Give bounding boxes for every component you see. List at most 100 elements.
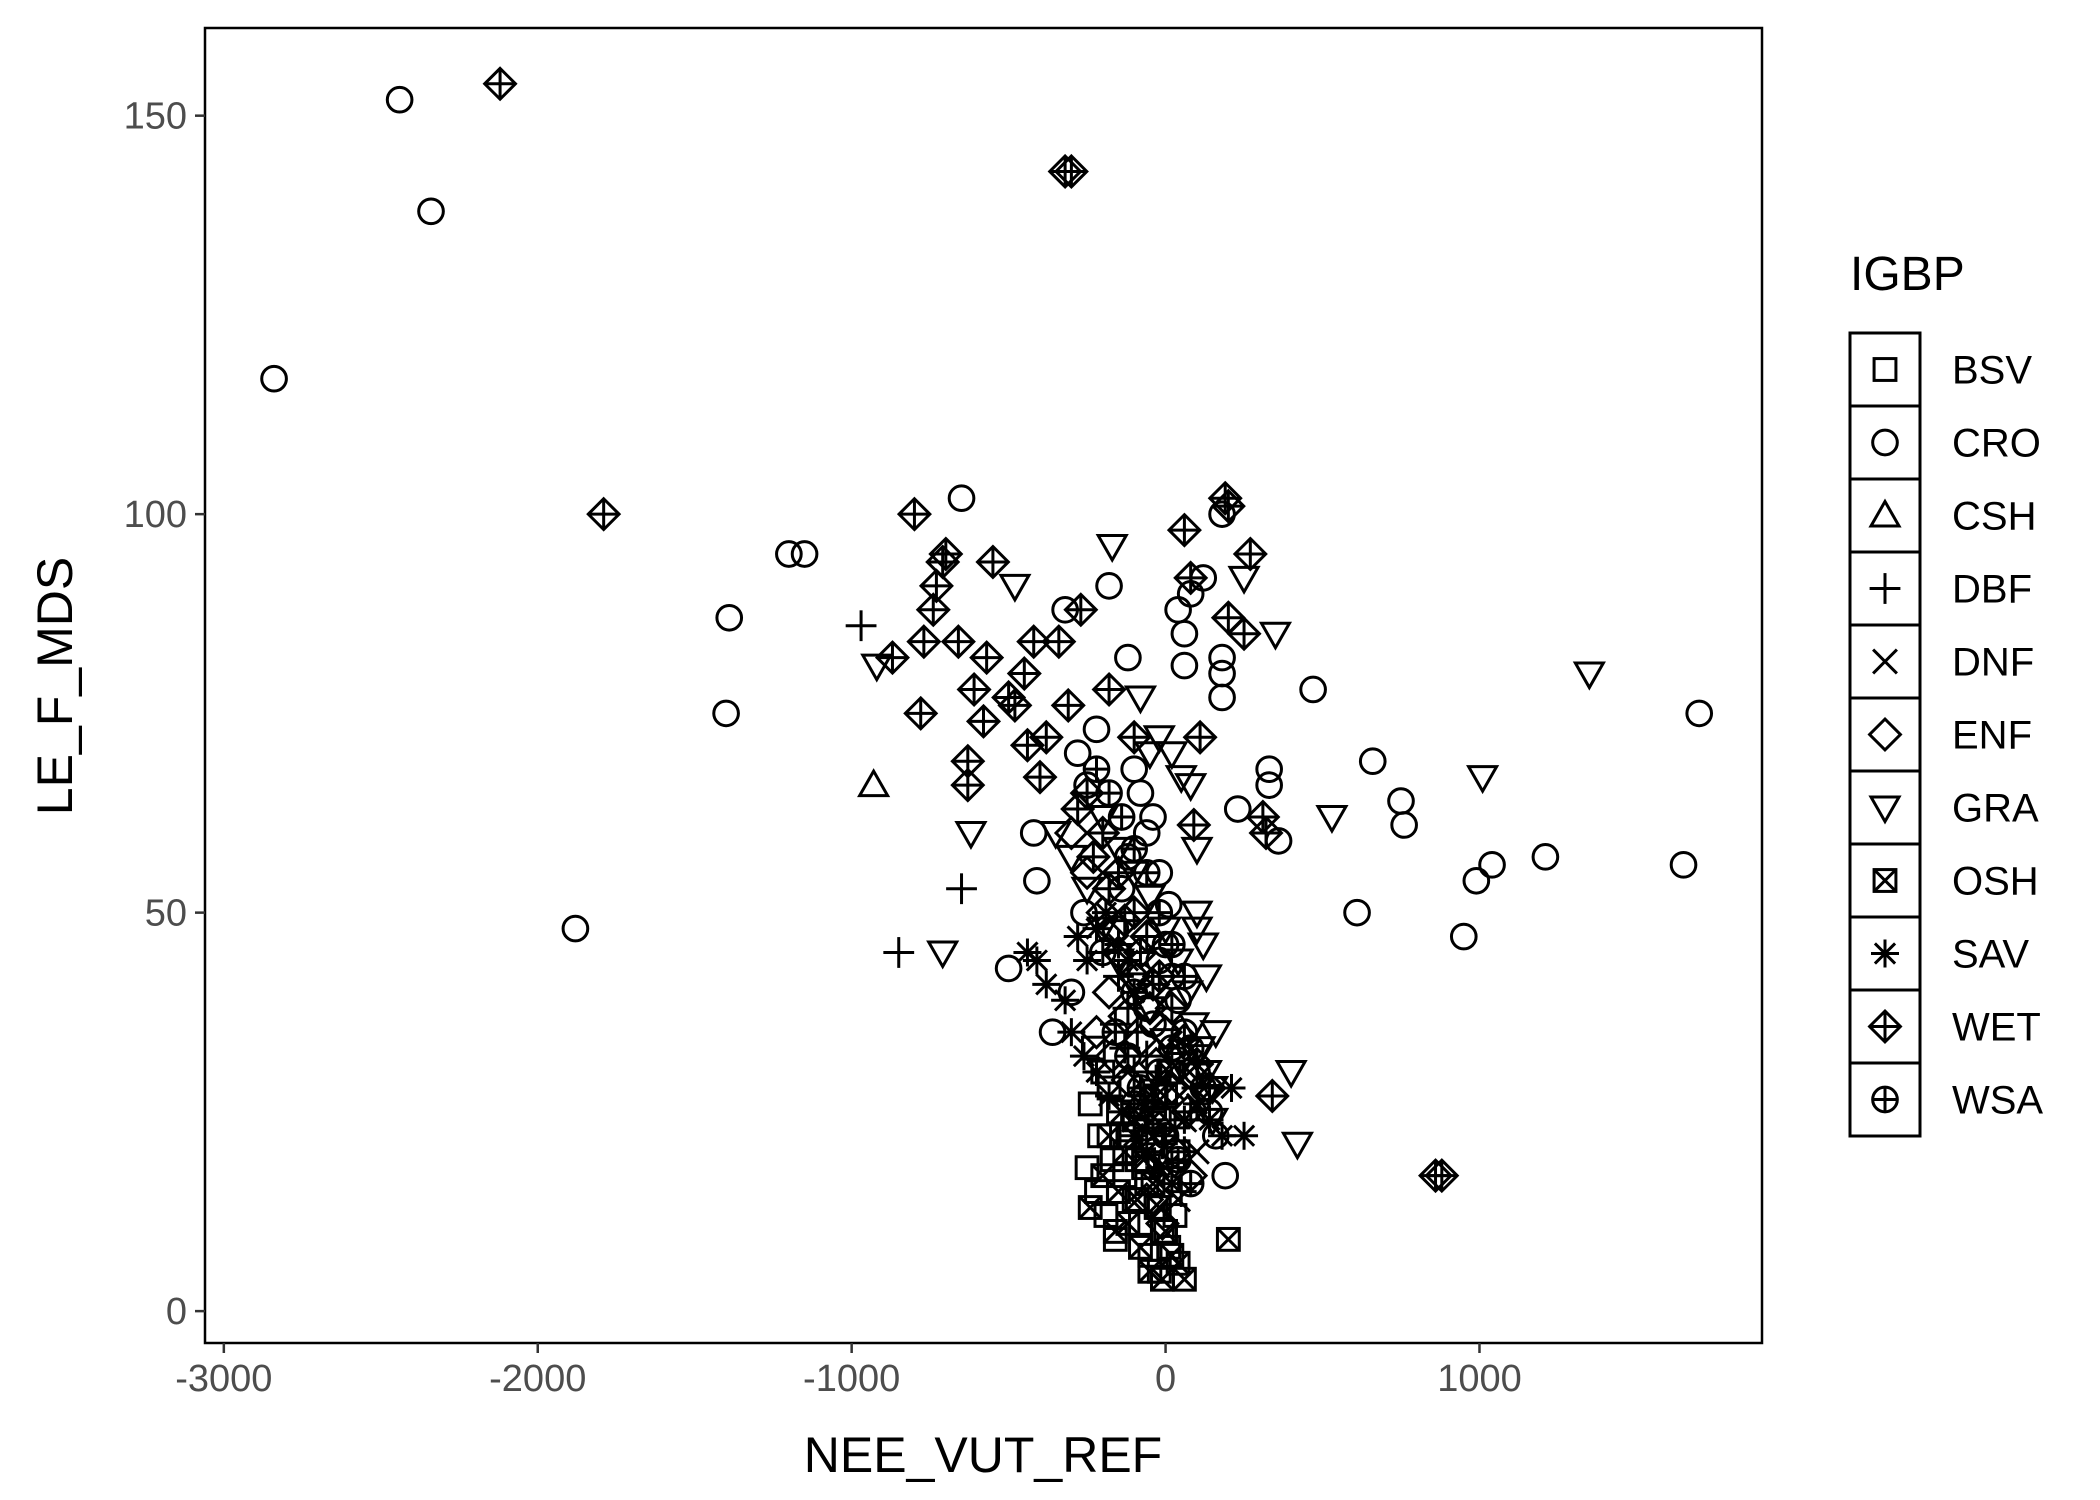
x-tick-label: -2000 bbox=[489, 1358, 586, 1400]
data-point-gra bbox=[1186, 932, 1220, 962]
data-point-gra bbox=[860, 653, 894, 683]
legend-key bbox=[1848, 404, 1922, 481]
data-point-cro bbox=[1082, 715, 1111, 744]
x-tick-label: -1000 bbox=[803, 1358, 900, 1400]
legend-label: WET bbox=[1952, 1006, 2041, 1050]
data-point-wet bbox=[1053, 153, 1089, 189]
legend-key bbox=[1848, 696, 1922, 773]
data-point-cro bbox=[1449, 922, 1478, 951]
data-point-wsa bbox=[1158, 930, 1186, 959]
data-point-gra bbox=[1095, 534, 1129, 564]
data-point-wsa bbox=[1158, 1034, 1186, 1062]
data-point-wsa bbox=[1082, 755, 1111, 784]
data-point-osh bbox=[1215, 1226, 1241, 1252]
data-point-enf bbox=[1094, 1038, 1130, 1074]
x-tick-label: 0 bbox=[1155, 1358, 1176, 1400]
data-point-wet bbox=[1075, 839, 1111, 875]
data-point-gra bbox=[1227, 565, 1261, 595]
legend-key-symbol bbox=[1867, 1008, 1903, 1045]
data-point-wet bbox=[1028, 719, 1064, 755]
data-point-wet bbox=[1248, 815, 1284, 851]
data-point-gra bbox=[1148, 916, 1183, 946]
legend-label: DNF bbox=[1952, 641, 2034, 685]
data-point-cro bbox=[417, 197, 445, 226]
series-csh bbox=[857, 768, 891, 798]
data-point-wet bbox=[1254, 1078, 1290, 1114]
data-point-wet bbox=[940, 624, 976, 660]
data-point-enf bbox=[1091, 974, 1127, 1010]
data-point-wet bbox=[1091, 871, 1127, 907]
y-tick-label: 0 bbox=[166, 1291, 187, 1333]
legend-label: CSH bbox=[1952, 495, 2036, 539]
data-point-osh bbox=[1090, 1163, 1116, 1189]
legend-item-bsv: BSV bbox=[1848, 331, 2032, 408]
legend-key-symbol bbox=[1867, 716, 1903, 753]
data-point-wet bbox=[1176, 807, 1212, 843]
data-point-cro bbox=[775, 540, 803, 568]
legend-label: DBF bbox=[1952, 568, 2032, 612]
data-point-csh bbox=[857, 768, 891, 798]
data-point-osh bbox=[1128, 1234, 1153, 1260]
x-axis-title: NEE_VUT_REF bbox=[804, 1427, 1162, 1483]
data-point-sav bbox=[1230, 1121, 1259, 1150]
data-point-gra bbox=[1101, 836, 1136, 866]
legend-item-enf: ENF bbox=[1848, 696, 2032, 773]
data-point-wet bbox=[1424, 1158, 1460, 1194]
data-point-gra bbox=[1572, 661, 1606, 691]
legend-item-osh: OSH bbox=[1848, 842, 2039, 919]
data-point-gra bbox=[1174, 773, 1208, 803]
legend-item-dnf: DNF bbox=[1848, 623, 2034, 700]
data-point-wet bbox=[1226, 616, 1262, 652]
legend-key-symbol bbox=[1871, 939, 1899, 968]
y-axis-title: LE_F_MDS bbox=[27, 557, 83, 815]
legend-item-wet: WET bbox=[1848, 988, 2041, 1065]
legend-item-wsa: WSA bbox=[1848, 1061, 2043, 1138]
data-point-wet bbox=[965, 703, 1002, 739]
data-point-cro bbox=[1023, 866, 1051, 895]
legend-key-symbol bbox=[1872, 648, 1898, 675]
legend-label: SAV bbox=[1952, 933, 2029, 977]
legend-key-symbol bbox=[1869, 573, 1901, 604]
legend-label: BSV bbox=[1952, 349, 2032, 393]
legend-title: IGBP bbox=[1850, 248, 1965, 301]
data-point-wsa bbox=[1164, 1145, 1192, 1174]
data-point-gra bbox=[1189, 1060, 1223, 1090]
data-point-cro bbox=[1211, 1161, 1240, 1190]
data-point-sav bbox=[1082, 914, 1111, 943]
legend-key-symbol bbox=[1871, 428, 1899, 457]
data-point-wet bbox=[896, 496, 932, 532]
data-point-wsa bbox=[1107, 803, 1136, 831]
data-point-wsa bbox=[1095, 779, 1123, 807]
data-point-sav bbox=[1182, 1089, 1211, 1118]
data-point-cro bbox=[1170, 619, 1199, 648]
data-point-sav bbox=[1057, 1018, 1086, 1047]
data-point-sav bbox=[1095, 1081, 1124, 1110]
data-point-gra bbox=[1164, 765, 1198, 795]
data-point-wet bbox=[928, 536, 964, 572]
data-point-sav bbox=[1069, 1042, 1098, 1071]
data-points bbox=[260, 66, 1714, 1292]
data-point-osh bbox=[1137, 1258, 1163, 1284]
data-point-osh bbox=[1115, 1211, 1141, 1236]
data-point-gra bbox=[1133, 741, 1167, 771]
legend-key bbox=[1848, 988, 1922, 1065]
data-point-wsa bbox=[1176, 1169, 1205, 1198]
data-point-gra bbox=[1180, 916, 1214, 946]
data-point-dbf bbox=[946, 873, 977, 905]
data-point-wet bbox=[1173, 560, 1209, 596]
legend-key-symbol bbox=[1872, 357, 1898, 382]
data-point-wet bbox=[1154, 990, 1190, 1026]
data-point-gra bbox=[1280, 1131, 1314, 1161]
legend-key bbox=[1848, 331, 1922, 408]
data-point-cro bbox=[1114, 643, 1142, 672]
data-point-wet bbox=[1179, 1046, 1215, 1082]
data-point-wsa bbox=[1120, 1090, 1148, 1118]
data-point-cro bbox=[1390, 811, 1418, 839]
data-point-gra bbox=[1142, 725, 1176, 755]
legend-item-csh: CSH bbox=[1848, 477, 2036, 554]
axes: -3000 -2000 -1000 0 1000 0 50 100 150 bbox=[124, 96, 1522, 1400]
data-point-wet bbox=[1022, 759, 1058, 795]
data-point-cro bbox=[1095, 572, 1123, 600]
legend-item-gra: GRA bbox=[1848, 769, 2039, 846]
data-point-bsv bbox=[1099, 1147, 1125, 1173]
